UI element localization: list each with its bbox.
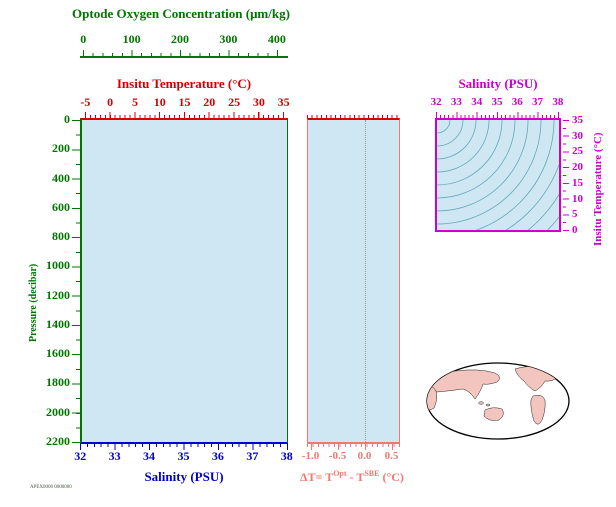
tick-label: 0.0 [357,450,372,462]
tick-label: 0 [107,95,114,109]
delta-label-part: (°C) [379,470,404,484]
fine-print: APEX0000 0000000 [30,485,72,490]
tick-label: 25 [572,145,583,158]
delta-zero-reference-line [365,120,366,442]
tick-label: 38 [552,96,564,108]
tick-label: 0 [80,32,87,46]
temperature-axis-title: Insitu Temperature (°C) [116,76,252,91]
tick-label: 30 [252,95,265,109]
tick-label: -1.0 [301,450,320,462]
delta-label-sup: Opt [333,469,347,478]
temperature-tick-labels: -5 0 5 10 15 20 25 30 35 [73,96,296,110]
map-landmass-australia [483,407,504,421]
tick-label: 34 [471,96,483,108]
delta-plot-area [307,118,400,444]
tick-label: 10 [572,192,583,205]
tick-label: 36 [511,96,523,108]
world-map [426,362,570,440]
tick-label: 10 [153,95,166,109]
map-island [478,401,484,405]
tick-label: 600 [52,199,70,214]
map-landmass-south-america [530,394,546,425]
tick-label: 35 [177,449,190,463]
ts-right-major-ticks [563,120,569,231]
tick-label: 200 [171,32,190,46]
ts-temperature-axis-title: Insitu Temperature (°C) [592,132,604,246]
delta-tick-labels: -1.0 -0.5 0.0 0.5 [297,450,405,463]
tick-label: 1800 [46,375,70,390]
tick-label: 35 [277,95,290,109]
ts-plot-area [435,118,561,232]
tick-label: 32 [430,96,442,108]
tick-label: 100 [122,32,141,46]
pressure-axis-title: Pressure (decibar) [28,263,39,342]
tick-label: 200 [52,141,70,156]
tick-label: 400 [52,170,70,185]
tick-label: 1600 [46,346,70,361]
tick-label: 1400 [46,316,70,331]
tick-label: 5 [572,208,578,221]
tick-label: 30 [572,129,583,142]
delta-label-sup: SBE [364,469,380,478]
delta-minor-ticks [307,444,401,447]
tick-label: 33 [450,96,462,108]
tick-label: 37 [246,449,259,463]
ts-right-minor-ticks [563,120,566,231]
tick-label: 34 [143,449,156,463]
tick-label: 36 [211,449,224,463]
tick-label: 15 [572,176,583,189]
tick-label: 0 [64,112,70,127]
ts-salinity-tick-labels: 32 33 34 35 36 37 38 [426,96,568,109]
tick-label: 1200 [46,287,70,302]
ts-top-minor-ticks [436,115,559,118]
map-landmass-greenland [552,364,567,373]
tick-label: 25 [228,95,241,109]
tick-label: 800 [52,229,70,244]
tick-label: -5 [80,95,91,109]
tick-label: 35 [572,113,583,126]
oxygen-axis-line [80,56,288,58]
pressure-tick-labels: 0 200 400 600 800 1000 1200 1400 1600 18… [18,105,70,456]
delta-label-part: - T [346,470,365,484]
tick-label: 400 [267,32,286,46]
tick-label: 2000 [46,404,70,419]
ts-salinity-axis-title: Salinity (PSU) [458,76,538,91]
salinity-tick-labels: 32 33 34 35 36 37 38 [63,450,304,463]
delta-axis-title: ΔT= TOpt - TSBE (°C) [286,469,418,484]
tick-label: 300 [219,32,238,46]
tick-label: -0.5 [328,450,347,462]
salinity-minor-ticks [80,444,288,447]
salinity-axis-title: Salinity (PSU) [144,469,224,484]
map-island [485,403,491,407]
tick-label: 20 [572,161,583,174]
tick-label: 5 [131,95,138,109]
temperature-minor-ticks [85,115,284,118]
delta-top-minor-ticks [307,115,401,118]
map-landmass-eurasia [430,369,500,400]
tick-label: 0 [572,224,578,237]
tick-label: 32 [74,449,87,463]
oxygen-minor-ticks [83,53,278,56]
tick-label: 0.5 [384,450,399,462]
tick-label: 37 [532,96,544,108]
delta-major-ticks [311,444,393,450]
tick-label: 20 [203,95,216,109]
tick-label: 35 [491,96,503,108]
tick-label: 15 [178,95,191,109]
delta-label-part: ΔT= T [300,470,334,484]
pressure-minor-ticks [76,120,80,443]
tick-label: 33 [108,449,121,463]
ts-temperature-tick-labels: 35 30 25 20 15 10 5 0 [572,112,592,238]
tick-label: 38 [280,449,293,463]
tick-label: 2200 [46,433,70,448]
ts-contours [437,120,559,230]
main-profile-plot-area [80,118,288,444]
oxygen-tick-labels: 0 100 200 300 400 [59,33,301,47]
salinity-major-ticks [80,444,288,450]
oxygen-axis-title: Optode Oxygen Concentration (μm/kg) [72,6,290,21]
tick-label: 1000 [46,258,70,273]
